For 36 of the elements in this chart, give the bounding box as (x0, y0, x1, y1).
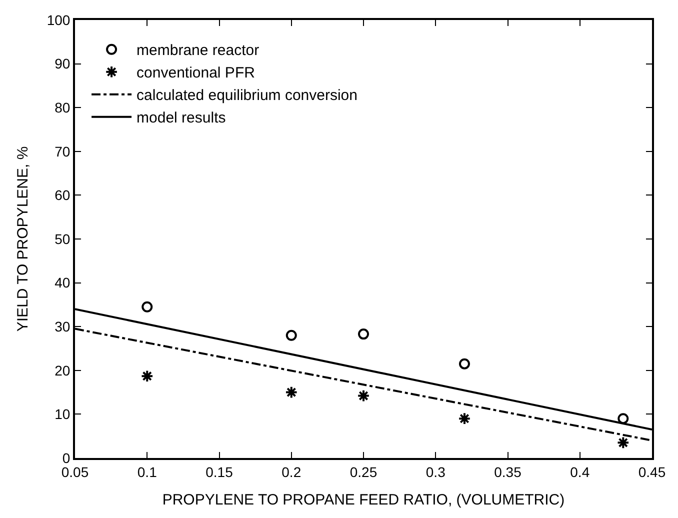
y-axis-title: YIELD TO PROPYLENE, % (14, 146, 32, 332)
x-tick-label: 0.3 (426, 464, 446, 480)
x-tick-label: 0.1 (137, 464, 158, 480)
x-tick-label: 0.25 (350, 464, 378, 480)
point (618, 413, 629, 424)
y-tick-label: 50 (54, 230, 70, 247)
y-tick-label: 70 (54, 143, 70, 160)
x-tick-label: 0.4 (570, 464, 590, 480)
y-tick-label: 80 (54, 100, 70, 116)
x-tick-label: 0.45 (638, 464, 666, 480)
y-tick-label: 10 (54, 406, 70, 422)
y-tick-label: 30 (54, 318, 70, 334)
point (284, 386, 298, 399)
point (357, 389, 370, 402)
legend-label: conventional PFR (136, 64, 256, 82)
point (458, 412, 471, 425)
y-tick-label: 60 (54, 187, 70, 204)
point (140, 370, 154, 382)
x-axis-title: PROPYLENE TO PROPANE FEED RATIO, (VOLUMETRIC) (162, 491, 565, 508)
point (458, 358, 470, 370)
x-tick-label: 0.15 (206, 464, 234, 480)
point (286, 330, 297, 341)
x-tick-label: 0.05 (61, 464, 89, 480)
x-tick-label: 0.35 (494, 464, 522, 480)
legend-label: calculated equilibrium conversion (136, 87, 358, 104)
y-tick-label: 40 (54, 274, 70, 291)
point (142, 301, 153, 312)
legend-label: model results (136, 110, 226, 127)
y-tick-label: 0 (62, 450, 70, 466)
y-tick-label: 20 (54, 362, 70, 378)
y-tick-label: 90 (54, 56, 70, 72)
point (616, 436, 630, 450)
point (358, 328, 369, 340)
legend-label: membrane reactor (136, 42, 260, 60)
x-tick-label: 0.2 (282, 464, 302, 480)
y-tick-label: 100 (46, 12, 70, 28)
